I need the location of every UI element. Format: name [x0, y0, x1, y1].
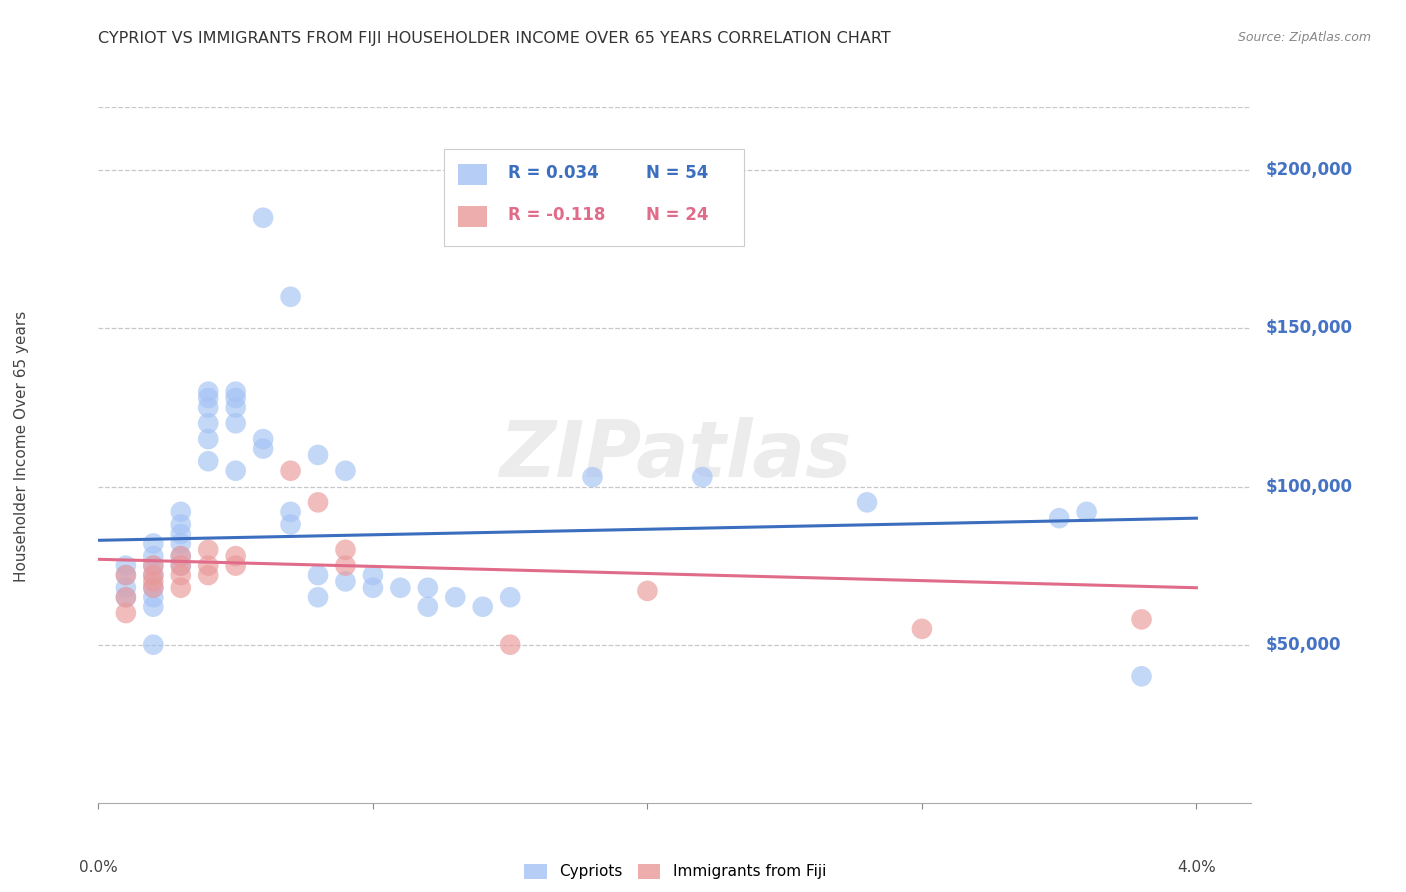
Point	[170, 549, 193, 563]
FancyBboxPatch shape	[444, 149, 744, 246]
Point	[115, 591, 138, 605]
Point	[142, 536, 165, 550]
Point	[225, 391, 247, 405]
FancyBboxPatch shape	[458, 206, 486, 227]
Point	[1047, 511, 1070, 525]
Point	[307, 448, 329, 462]
Text: 4.0%: 4.0%	[1177, 860, 1216, 875]
Point	[335, 542, 357, 557]
Point	[416, 581, 439, 595]
Point	[856, 495, 879, 509]
Point	[361, 581, 384, 595]
Point	[416, 599, 439, 614]
Point	[197, 558, 219, 573]
Text: $150,000: $150,000	[1265, 319, 1353, 337]
Text: R = -0.118: R = -0.118	[508, 206, 605, 224]
Point	[225, 417, 247, 431]
Point	[307, 591, 329, 605]
Point	[170, 549, 193, 563]
Point	[225, 384, 247, 399]
Point	[142, 568, 165, 582]
Point	[197, 454, 219, 468]
Point	[142, 581, 165, 595]
Point	[170, 527, 193, 541]
Point	[280, 517, 302, 532]
Point	[280, 464, 302, 478]
Point	[636, 583, 658, 598]
Point	[197, 568, 219, 582]
Point	[197, 391, 219, 405]
Point	[142, 549, 165, 563]
Text: N = 54: N = 54	[647, 164, 709, 182]
Point	[225, 549, 247, 563]
Point	[142, 558, 165, 573]
Point	[499, 591, 522, 605]
FancyBboxPatch shape	[458, 164, 486, 186]
Point	[307, 495, 329, 509]
Point	[115, 568, 138, 582]
Point	[252, 432, 274, 446]
Legend: Cypriots, Immigrants from Fiji: Cypriots, Immigrants from Fiji	[517, 857, 832, 886]
Point	[115, 568, 138, 582]
Point	[1130, 612, 1153, 626]
Point	[1076, 505, 1098, 519]
Point	[471, 599, 494, 614]
Point	[389, 581, 412, 595]
Point	[142, 568, 165, 582]
Point	[335, 464, 357, 478]
Text: ZIPatlas: ZIPatlas	[499, 417, 851, 493]
Point	[170, 505, 193, 519]
Point	[142, 591, 165, 605]
Point	[115, 581, 138, 595]
Point	[692, 470, 714, 484]
Text: R = 0.034: R = 0.034	[508, 164, 599, 182]
Text: 0.0%: 0.0%	[79, 860, 118, 875]
Text: $100,000: $100,000	[1265, 477, 1353, 496]
Point	[197, 432, 219, 446]
Point	[581, 470, 603, 484]
Point	[197, 401, 219, 415]
Point	[335, 558, 357, 573]
Point	[252, 442, 274, 456]
Text: $50,000: $50,000	[1265, 636, 1341, 654]
Point	[335, 574, 357, 589]
Point	[197, 384, 219, 399]
Point	[142, 638, 165, 652]
Point	[225, 464, 247, 478]
Point	[225, 401, 247, 415]
Text: Householder Income Over 65 years: Householder Income Over 65 years	[14, 310, 28, 582]
Point	[170, 517, 193, 532]
Point	[115, 591, 138, 605]
Point	[361, 568, 384, 582]
Point	[170, 581, 193, 595]
Text: $200,000: $200,000	[1265, 161, 1353, 179]
Point	[499, 638, 522, 652]
Point	[170, 568, 193, 582]
Point	[911, 622, 934, 636]
Text: CYPRIOT VS IMMIGRANTS FROM FIJI HOUSEHOLDER INCOME OVER 65 YEARS CORRELATION CHA: CYPRIOT VS IMMIGRANTS FROM FIJI HOUSEHOL…	[98, 31, 891, 46]
Point	[142, 581, 165, 595]
Point	[142, 558, 165, 573]
Text: N = 24: N = 24	[647, 206, 709, 224]
Point	[170, 558, 193, 573]
Point	[307, 568, 329, 582]
Point	[1130, 669, 1153, 683]
Point	[252, 211, 274, 225]
Point	[142, 574, 165, 589]
Point	[197, 417, 219, 431]
Text: Source: ZipAtlas.com: Source: ZipAtlas.com	[1237, 31, 1371, 45]
Point	[115, 606, 138, 620]
Point	[170, 536, 193, 550]
Point	[142, 599, 165, 614]
Point	[170, 558, 193, 573]
Point	[280, 290, 302, 304]
Point	[115, 558, 138, 573]
Point	[225, 558, 247, 573]
Point	[444, 591, 467, 605]
Point	[280, 505, 302, 519]
Point	[197, 542, 219, 557]
